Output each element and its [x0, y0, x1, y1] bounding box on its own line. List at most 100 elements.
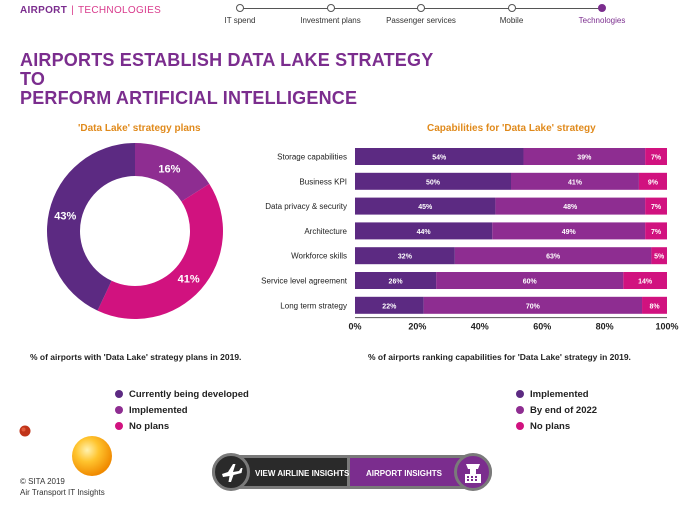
footer-copyright: © SITA 2019: [20, 477, 65, 486]
timeline-node[interactable]: [417, 4, 425, 12]
legend-label: By end of 2022: [530, 404, 598, 416]
legend-label: No plans: [530, 420, 571, 432]
insights-navigation: VIEW AIRLINE INSIGHTS AIRPORT INSIGHTS: [212, 453, 492, 491]
legend-label: No plans: [129, 420, 170, 432]
legend-label: Implemented: [530, 388, 589, 400]
page-title: AIRPORTS ESTABLISH DATA LAKE STRATEGY TO…: [20, 51, 440, 108]
legend-swatch: [516, 422, 524, 430]
airline-button-label: VIEW AIRLINE INSIGHTS: [255, 469, 350, 478]
donut-slice: [97, 183, 224, 320]
x-tick-label: 20%: [408, 322, 426, 332]
bar-value-label: 5%: [654, 254, 665, 261]
bar-value-label: 7%: [651, 204, 662, 211]
x-tick-label: 60%: [533, 322, 551, 332]
page-title-line-2: PERFORM ARTIFICIAL INTELLIGENCE: [20, 88, 358, 108]
bar-segment: [355, 172, 511, 190]
bar-segment: [623, 272, 667, 289]
bar-chart-title: Capabilities for 'Data Lake' strategy: [427, 123, 596, 134]
bar-segment: [651, 247, 667, 265]
breadcrumb-section[interactable]: AIRPORT: [20, 5, 68, 16]
timeline-label[interactable]: IT spend: [224, 16, 256, 25]
timeline-node[interactable]: [326, 4, 335, 12]
legend-swatch: [115, 390, 123, 398]
bar-segment: [523, 148, 646, 165]
timeline-label[interactable]: Mobile: [499, 16, 524, 25]
legend-item-by-2022: By end of 2022: [516, 402, 597, 418]
category-label: Long term strategy: [280, 301, 347, 310]
footer: © SITA 2019 Air Transport IT Insights: [20, 476, 105, 498]
footer-org: Air Transport IT Insights: [20, 488, 105, 497]
bar-value-label: 41%: [568, 179, 583, 186]
bar-value-label: 26%: [389, 279, 404, 286]
bar-value-label: 9%: [648, 179, 659, 186]
timeline-node[interactable]: [598, 4, 606, 12]
bar-value-label: 48%: [563, 204, 578, 211]
donut-slice-label: 41%: [178, 273, 200, 285]
donut-chart: 16% 41% 43%: [46, 143, 224, 320]
decorative-dot-small: [19, 425, 31, 437]
bar-value-label: 60%: [523, 279, 538, 286]
timeline-label[interactable]: Technologies: [578, 16, 626, 25]
legend-swatch: [115, 406, 123, 414]
bar-segment: [642, 296, 667, 314]
donut-slice: [46, 143, 135, 311]
breadcrumb: AIRPORT | TECHNOLOGIES: [20, 5, 161, 16]
legend-item-implemented: Implemented: [115, 402, 249, 418]
bar-value-label: 22%: [382, 303, 397, 310]
timeline-node[interactable]: [507, 4, 516, 12]
page-title-line-1: AIRPORTS ESTABLISH DATA LAKE STRATEGY TO: [20, 50, 434, 89]
donut-chart-title: 'Data Lake' strategy plans: [78, 123, 201, 134]
category-label: Business KPI: [299, 177, 347, 186]
bar-segment: [645, 222, 667, 240]
category-label: Architecture: [304, 227, 347, 236]
x-tick-label: 100%: [655, 322, 678, 332]
bar-value-label: 49%: [562, 229, 577, 236]
bar-value-label: 8%: [649, 303, 660, 310]
timeline-label[interactable]: Investment plans: [300, 16, 361, 25]
bar-value-label: 39%: [577, 155, 592, 162]
bar-segment: [638, 172, 667, 190]
bar-segment: [355, 148, 524, 165]
decorative-orange-orb: [72, 436, 112, 476]
bar-value-label: 32%: [398, 254, 413, 261]
category-label: Service level agreement: [261, 277, 348, 286]
bar-segment: [355, 197, 496, 215]
x-tick-label: 40%: [471, 322, 489, 332]
bar-value-label: 63%: [546, 254, 561, 261]
airport-button-label: AIRPORT INSIGHTS: [366, 469, 443, 478]
legend-swatch: [115, 422, 123, 430]
bar-segment: [355, 272, 437, 289]
bar-segment: [511, 172, 639, 190]
bar-value-label: 54%: [432, 155, 447, 162]
bar-segment: [355, 222, 493, 240]
legend-label: Implemented: [129, 404, 188, 416]
x-tick-label: 0%: [348, 322, 361, 332]
legend-item-no-plans: No plans: [115, 418, 249, 434]
bar-segment: [495, 197, 646, 215]
section-timeline: IT spend Investment plans Passenger servic…: [225, 4, 625, 25]
donut-slice-label: 16%: [158, 163, 180, 175]
breadcrumb-separator: |: [71, 5, 75, 16]
bar-segment: [645, 148, 667, 165]
bar-segment: [645, 197, 667, 215]
timeline-node[interactable]: [236, 4, 244, 12]
donut-slice-label: 43%: [54, 210, 76, 222]
control-tower-icon[interactable]: [454, 453, 492, 491]
category-label: Data privacy & security: [265, 202, 347, 211]
breadcrumb-subsection[interactable]: TECHNOLOGIES: [78, 5, 162, 16]
bar-value-label: 7%: [651, 155, 662, 162]
legend-swatch: [516, 390, 524, 398]
bar-value-label: 50%: [426, 179, 441, 186]
legend-item-developing: Currently being developed: [115, 386, 249, 402]
legend-item-no-plans: No plans: [516, 418, 597, 434]
bar-segment: [436, 272, 624, 289]
bar-segment: [423, 296, 643, 314]
legend-label: Currently being developed: [129, 388, 249, 400]
bar-segment: [355, 296, 424, 314]
legend-swatch: [516, 406, 524, 414]
airplane-icon[interactable]: [212, 453, 250, 491]
stacked-bar-chart: Storage capabilities 54% 39% 7% Business KPI…: [261, 148, 679, 332]
bar-chart-note: % of airports ranking capabilities for '…: [368, 352, 631, 362]
timeline-label[interactable]: Passenger services: [386, 16, 456, 25]
donut-legend: Currently being developed Implemented No…: [115, 386, 249, 434]
